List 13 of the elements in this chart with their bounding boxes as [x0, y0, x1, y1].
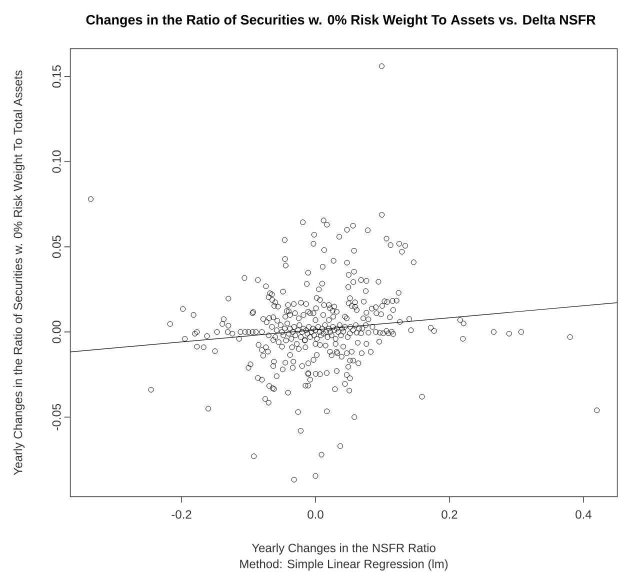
y-tick-label: 0.00 — [52, 320, 61, 344]
x-tick-label: 0.4 — [576, 510, 592, 519]
x-tick-label: -0.2 — [172, 510, 192, 519]
y-tick-label: 0.05 — [52, 236, 61, 258]
x-tick-label: 0.0 — [308, 510, 324, 519]
y-tick-label: 0.15 — [52, 65, 61, 88]
y-tick-label: 0.10 — [52, 150, 61, 173]
x-axis-title: Yearly Changes in the NSFR Ratio — [252, 543, 436, 555]
y-axis-title: Yearly Changes in the Ratio of Securities w. 0% Risk Weight To Total Assets — [13, 70, 25, 476]
text: Method: Simple Linear Regression (lm) — [240, 559, 448, 571]
x-tick-label: 0.2 — [442, 510, 458, 519]
chart-title: Changes in the Ratio of Securities w. 0% Risk Weight To Assets vs. Delta NSFR — [86, 14, 596, 28]
y-tick-label: -0.05 — [52, 404, 61, 430]
